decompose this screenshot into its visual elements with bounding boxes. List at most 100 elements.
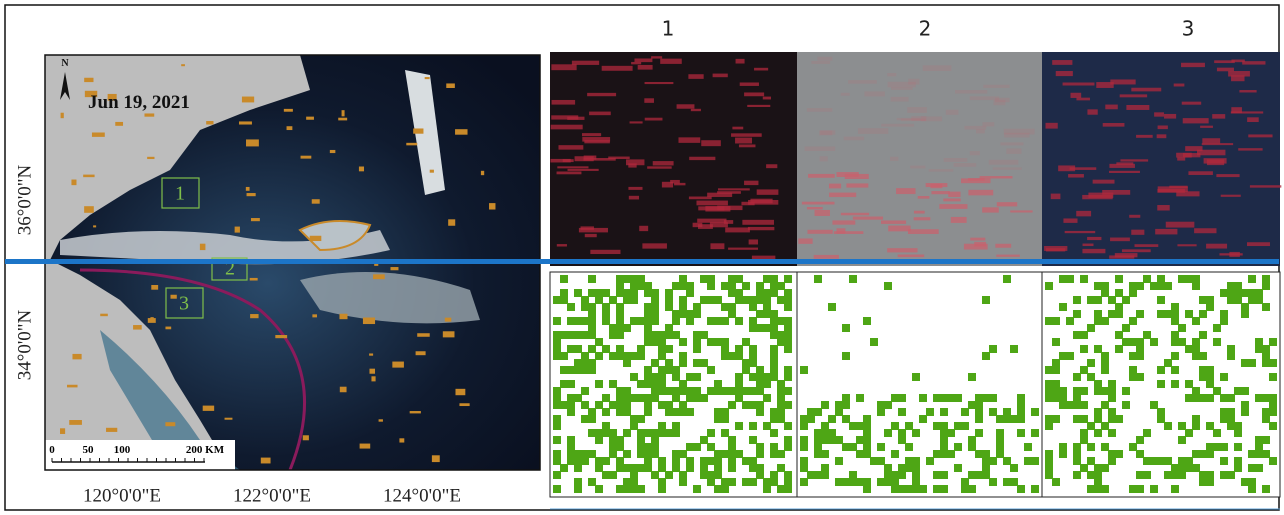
mask-pixel xyxy=(686,408,694,416)
mask-pixel xyxy=(756,380,764,388)
mask-pixel xyxy=(1045,282,1053,290)
mask-pixel xyxy=(898,436,906,444)
mask-pixel xyxy=(1262,345,1270,353)
mask-pixel xyxy=(560,331,568,339)
mask-pixel xyxy=(1234,464,1242,472)
mask-pixel xyxy=(1045,366,1053,374)
streak xyxy=(1065,231,1096,233)
mask-pixel xyxy=(749,317,757,325)
mask-pixel xyxy=(814,471,822,479)
streak xyxy=(748,227,774,230)
mask-pixel xyxy=(1255,345,1263,353)
mask-pixel xyxy=(588,359,596,367)
mask-pixel xyxy=(1136,352,1144,360)
mask-pixel xyxy=(1122,338,1130,346)
mask-pixel xyxy=(742,457,750,465)
streak xyxy=(898,254,925,257)
mask-pixel xyxy=(735,296,743,304)
mask-pixel xyxy=(1024,457,1032,465)
streak xyxy=(970,238,985,241)
mask-pixel xyxy=(623,464,631,472)
mask-pixel xyxy=(588,345,596,353)
mask-pixel xyxy=(630,289,638,297)
streak xyxy=(914,217,931,220)
mask-pixel xyxy=(1234,296,1242,304)
mask-pixel xyxy=(623,387,631,395)
mask-pixel xyxy=(982,296,990,304)
mask-pixel xyxy=(1066,275,1074,283)
streak xyxy=(1051,194,1061,200)
mask-pixel xyxy=(1003,457,1011,465)
mask-pixel xyxy=(1101,282,1109,290)
mask-pixel xyxy=(777,338,785,346)
mask-pixel xyxy=(672,331,680,339)
mask-pixel xyxy=(721,345,729,353)
mask-pixel xyxy=(777,450,785,458)
mask-pixel xyxy=(1164,471,1172,479)
mask-pixel xyxy=(784,443,792,451)
streak xyxy=(807,230,832,234)
mask-pixel xyxy=(693,373,701,381)
mask-pixel xyxy=(1227,471,1235,479)
streak xyxy=(1183,153,1200,157)
mask-pixel xyxy=(658,478,666,486)
coast-patch xyxy=(69,420,82,425)
mask-pixel xyxy=(665,289,673,297)
streak xyxy=(997,202,1017,206)
mask-pixel xyxy=(693,443,701,451)
coast-patch xyxy=(251,218,260,221)
streak xyxy=(798,238,812,243)
mask-pixel xyxy=(1115,415,1123,423)
mask-pixel xyxy=(707,366,715,374)
mask-pixel xyxy=(1136,450,1144,458)
mask-pixel xyxy=(1080,345,1088,353)
mask-pixel xyxy=(1066,317,1074,325)
mask-pixel xyxy=(553,345,561,353)
mask-pixel xyxy=(926,457,934,465)
mask-pixel xyxy=(1227,296,1235,304)
mask-pixel xyxy=(835,408,843,416)
mask-pixel xyxy=(728,303,736,311)
coast-patch xyxy=(61,113,64,118)
mask-pixel xyxy=(784,345,792,353)
mask-pixel xyxy=(553,471,561,479)
mask-pixel xyxy=(1059,443,1067,451)
mask-pixel xyxy=(637,485,645,493)
mask-pixel xyxy=(553,352,561,360)
mask-pixel xyxy=(1087,457,1095,465)
mask-pixel xyxy=(1206,373,1214,381)
mask-pixel xyxy=(637,352,645,360)
streak xyxy=(961,178,990,183)
mask-pixel xyxy=(800,415,808,423)
mask-pixel xyxy=(940,429,948,437)
mask-pixel xyxy=(714,485,722,493)
mask-pixel xyxy=(1045,422,1053,430)
streak xyxy=(844,137,864,141)
mask-pixel xyxy=(616,352,624,360)
mask-pixel xyxy=(651,436,659,444)
mask-pixel xyxy=(891,471,899,479)
streak xyxy=(858,128,888,134)
streak xyxy=(725,227,750,232)
mask-pixel xyxy=(1199,310,1207,318)
mask-pixel xyxy=(644,331,652,339)
mask-pixel xyxy=(989,478,997,486)
streak xyxy=(587,93,616,96)
mask-pixel xyxy=(693,345,701,353)
mask-pixel xyxy=(842,324,850,332)
mask-pixel xyxy=(1136,338,1144,346)
column-label: 3 xyxy=(1182,17,1195,41)
mask-pixel xyxy=(814,443,822,451)
mask-pixel xyxy=(770,366,778,374)
mask-pixel xyxy=(756,310,764,318)
mask-pixel xyxy=(630,275,638,283)
mask-pixel xyxy=(1248,359,1256,367)
mask-pixel xyxy=(630,317,638,325)
mask-pixel xyxy=(763,380,771,388)
coast-patch xyxy=(92,132,105,136)
mask-pixel xyxy=(1115,289,1123,297)
mask-pixel xyxy=(1150,485,1158,493)
mask-pixel xyxy=(728,310,736,318)
streak xyxy=(908,79,919,85)
mask-pixel xyxy=(679,408,687,416)
